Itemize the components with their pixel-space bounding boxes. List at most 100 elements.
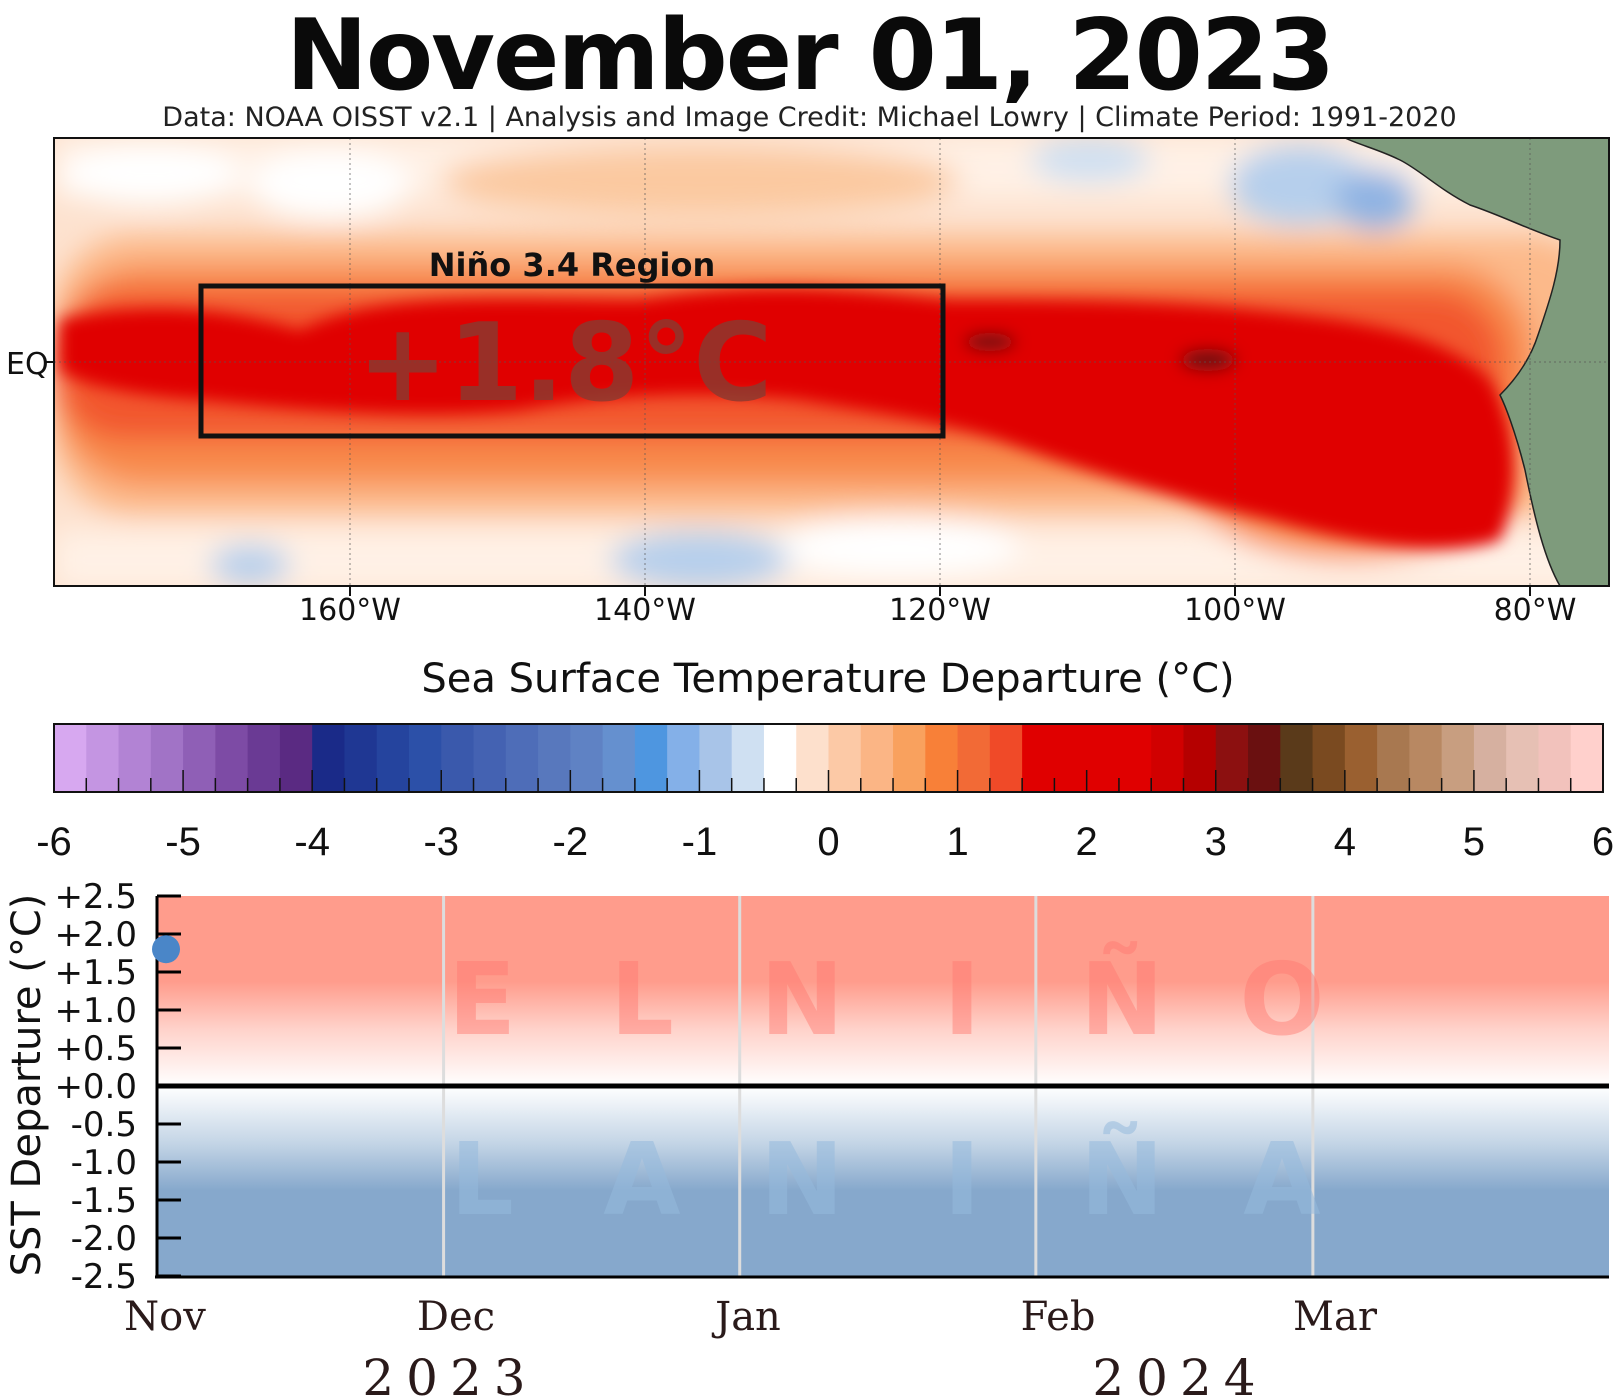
y-axis-ticks: +2.5+2.0+1.5+1.0+0.5+0.0-0.5-1.0-1.5-2.0… — [54, 877, 181, 1297]
lon-label-140w: 140°W — [594, 593, 696, 628]
colorbar-swatch — [408, 724, 442, 792]
y-tick-label: +2.0 — [54, 915, 137, 955]
colorbar-swatch — [505, 724, 539, 792]
month-labels: Nov Dec Jan Feb Mar — [124, 1294, 1378, 1340]
watermark-letter: A — [1243, 1121, 1320, 1238]
colorbar-swatch — [1054, 724, 1088, 792]
y-tick-label: +1.0 — [54, 991, 137, 1031]
colorbar-swatch — [1377, 724, 1410, 792]
watermark-letter: Ñ — [1080, 1121, 1164, 1238]
colorbar-tick-label: -4 — [294, 820, 330, 864]
colorbar-swatch — [667, 724, 701, 792]
colorbar-swatch — [989, 724, 1023, 792]
y-tick-label: -1.0 — [71, 1143, 137, 1183]
y-tick-label: -0.5 — [71, 1105, 137, 1145]
chart-title: November 01, 2023 — [285, 0, 1335, 113]
watermark-letter: E — [448, 941, 516, 1058]
colorbar-ticks — [53, 770, 1604, 792]
colorbar-swatch — [1151, 724, 1185, 792]
colorbar-tick-label: 1 — [946, 820, 968, 864]
colorbar-swatch — [925, 724, 959, 792]
colorbar-swatch — [118, 724, 152, 792]
colorbar-swatch — [1344, 724, 1378, 792]
y-tick-label: +0.5 — [54, 1029, 137, 1069]
colorbar-swatch — [828, 724, 862, 792]
colorbar-swatch — [893, 724, 926, 792]
watermark-letter: L — [610, 941, 674, 1058]
colorbar-title: Sea Surface Temperature Departure (°C) — [421, 656, 1234, 702]
colorbar-swatch — [376, 724, 410, 792]
data-credit: Data: NOAA OISST v2.1 | Analysis and Ima… — [162, 102, 1457, 133]
colorbar-tick-label: -5 — [165, 820, 201, 864]
colorbar-swatch — [1312, 724, 1346, 792]
colorbar-swatch — [150, 724, 184, 792]
colorbar-tick-label: 2 — [1076, 820, 1098, 864]
watermark-letter: N — [760, 1121, 844, 1238]
nino34-region-label: Niño 3.4 Region — [429, 246, 715, 284]
y-axis-title: SST Departure (°C) — [4, 894, 50, 1277]
colorbar-swatch — [312, 724, 346, 792]
colorbar-swatch — [860, 724, 894, 792]
colorbar-tick-label: -6 — [36, 820, 72, 864]
colorbar-swatch — [763, 724, 797, 792]
colorbar-swatch — [1441, 724, 1475, 792]
data-points — [152, 935, 180, 964]
month-label-jan: Jan — [711, 1294, 781, 1340]
watermark-letter: O — [1239, 941, 1324, 1058]
month-label-feb: Feb — [1021, 1294, 1096, 1340]
colorbar-swatch — [215, 724, 249, 792]
watermark-letter: I — [943, 941, 980, 1058]
colorbar-swatch — [634, 724, 668, 792]
colorbar-tick-label: -3 — [423, 820, 459, 864]
watermark-letter: Ñ — [1080, 941, 1164, 1058]
colorbar-tick-label: 6 — [1592, 820, 1614, 864]
colorbar-swatch — [570, 724, 604, 792]
colorbar-swatch — [344, 724, 378, 792]
longitude-labels: 160°W 140°W 120°W 100°W 80°W — [299, 593, 1576, 628]
colorbar-tick-label: 3 — [1205, 820, 1227, 864]
y-tick-label: +0.0 — [54, 1067, 137, 1107]
colorbar-tick-label: 0 — [817, 820, 839, 864]
colorbar-swatch — [731, 724, 765, 792]
colorbar-tick-label: 5 — [1463, 820, 1485, 864]
la-nina-band — [157, 1086, 1609, 1276]
colorbar-swatch — [1118, 724, 1152, 792]
y-tick-label: +2.5 — [54, 877, 137, 917]
year-label-2023: 2023 — [362, 1349, 537, 1400]
lon-label-100w: 100°W — [1184, 593, 1286, 628]
y-tick-label: -2.5 — [71, 1257, 137, 1297]
colorbar-tick-label: 4 — [1334, 820, 1356, 864]
map-gridlines — [54, 138, 1609, 586]
colorbar-swatch — [279, 724, 313, 792]
year-labels: 2023 2024 — [362, 1349, 1255, 1400]
land-mask — [1344, 138, 1609, 586]
sst-anomaly-map — [54, 138, 1609, 586]
watermark-letter: I — [943, 1121, 980, 1238]
colorbar-swatch — [1022, 724, 1055, 792]
colorbar-swatch — [699, 724, 733, 792]
colorbar-swatch — [1570, 724, 1604, 792]
y-tick-label: -2.0 — [71, 1219, 137, 1259]
colorbar-swatch — [247, 724, 281, 792]
y-tick-label: -1.5 — [71, 1181, 137, 1221]
colorbar-swatch — [1183, 724, 1217, 792]
el-nino-band — [157, 896, 1609, 1086]
month-label-dec: Dec — [417, 1294, 495, 1340]
colorbar-swatch — [86, 724, 120, 792]
nino34-region-value: +1.8°C — [357, 301, 772, 426]
colorbar-swatch — [441, 724, 475, 792]
colorbar-tick-label: -1 — [682, 820, 718, 864]
colorbar-swatch — [54, 724, 87, 792]
colorbar-swatch — [183, 724, 216, 792]
y-tick-label: +1.5 — [54, 953, 137, 993]
month-label-nov: Nov — [124, 1294, 206, 1340]
colorbar-swatch — [1280, 724, 1314, 792]
colorbar-tick-label: -2 — [553, 820, 589, 864]
lon-label-120w: 120°W — [889, 593, 991, 628]
colorbar-swatch — [473, 724, 507, 792]
month-label-mar: Mar — [1293, 1294, 1378, 1340]
colorbar-swatch — [1409, 724, 1443, 792]
